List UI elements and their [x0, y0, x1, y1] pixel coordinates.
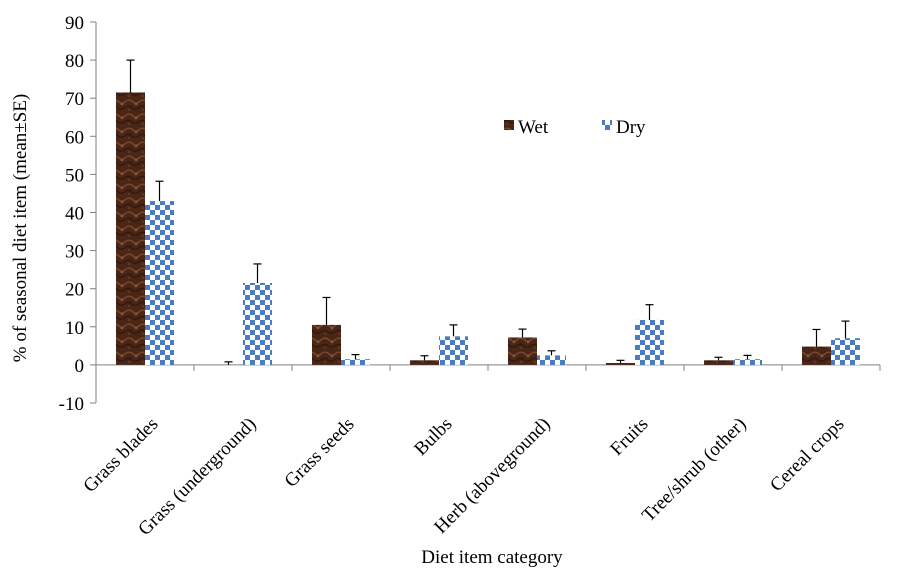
y-tick-label: 0: [75, 356, 85, 377]
bar-dry-0: [145, 201, 174, 365]
bar-wet-4: [508, 337, 537, 365]
legend-label-dry: Dry: [616, 117, 646, 138]
bar-dry-1: [243, 282, 272, 365]
bar-wet-7: [802, 346, 831, 365]
error-bars: [126, 59, 850, 365]
bar-wet-6: [704, 360, 733, 365]
legend: Wet Dry: [504, 117, 646, 138]
y-tick-label: 70: [65, 89, 84, 110]
y-tick-label: 80: [65, 51, 84, 72]
bar-dry-3: [439, 336, 468, 365]
bar-dry-7: [831, 338, 860, 365]
x-tick-label: Bulbs: [410, 414, 456, 460]
y-tick-label: 40: [65, 204, 84, 225]
bar-dry-5: [635, 319, 664, 365]
x-tick-label: Fruits: [606, 414, 652, 460]
x-tick-label: Cereal crops: [766, 414, 848, 496]
x-axis: [95, 364, 881, 371]
y-tick-label: 50: [65, 165, 84, 186]
bar-dry-6: [733, 359, 762, 365]
x-tick-label: Grass blades: [79, 414, 162, 497]
x-tick-label: Tree/shrub (other): [638, 414, 750, 526]
bar-wet-0: [116, 92, 145, 365]
legend-label-wet: Wet: [518, 117, 549, 138]
y-tick-label: 60: [65, 127, 84, 148]
x-axis-title: Diet item category: [421, 547, 563, 568]
y-tick-label: -10: [59, 394, 84, 415]
y-axis-title: % of seasonal diet item (mean±SE): [10, 94, 31, 362]
y-tick-label: 30: [65, 242, 84, 263]
bar-wet-3: [410, 360, 439, 365]
legend-swatch-dry: [602, 120, 612, 130]
bar-dry-4: [537, 355, 566, 365]
bars: [116, 92, 860, 365]
y-tick-label: 20: [65, 280, 84, 301]
y-axis: -10 0 10 20 30 40 50 60 70 80 90: [59, 13, 97, 415]
bar-wet-5: [606, 362, 635, 365]
y-tick-label: 90: [65, 13, 84, 34]
bar-dry-2: [341, 359, 370, 365]
bar-wet-2: [312, 324, 341, 365]
x-tick-label: Grass seeds: [281, 414, 359, 492]
y-tick-label: 10: [65, 318, 84, 339]
legend-swatch-wet: [504, 120, 514, 130]
